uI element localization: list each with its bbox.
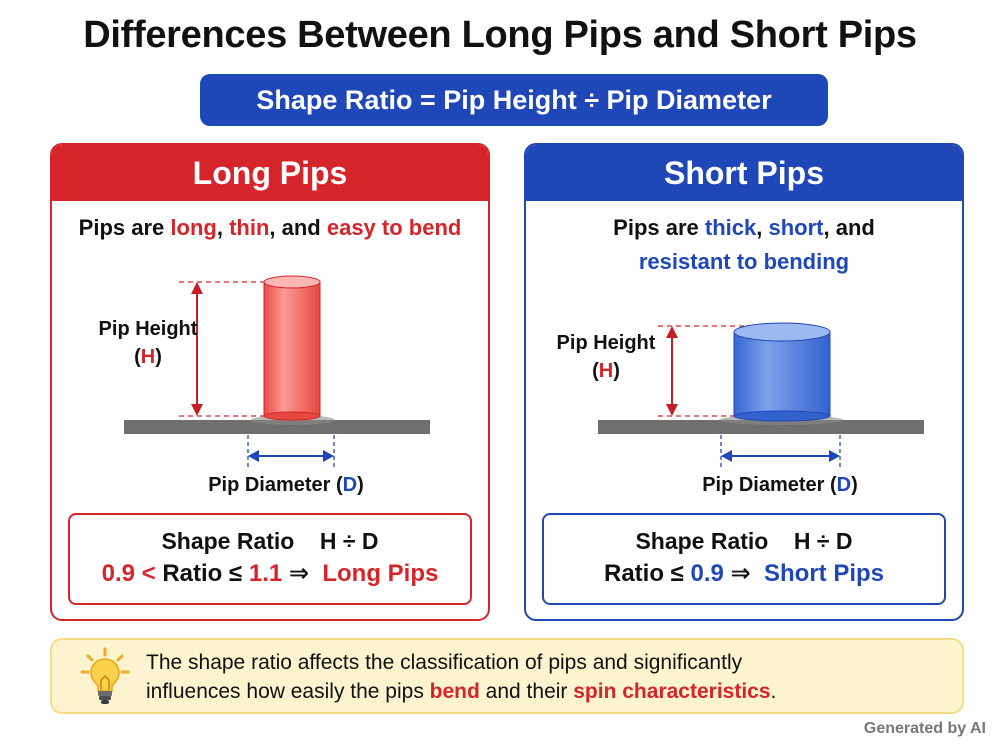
desc-text: Pips are	[613, 215, 705, 240]
short-ratio-box: Shape Ratio H ÷ D Ratio ≤ 0.9 ⇒ Short Pi…	[542, 513, 946, 605]
pip-height-text: Pip Height	[98, 318, 198, 340]
note-line-1: The shape ratio affects the classificati…	[146, 651, 743, 674]
ratio-result: Long Pips	[322, 560, 439, 587]
note-text-part: influences how easily the pips	[146, 680, 430, 703]
long-pips-panel: Long Pips Pips are long, thin, and easy …	[50, 143, 490, 621]
ratio-lower-bound: 0.9 <	[101, 560, 156, 587]
pip-diameter-label: Pip Diameter (D)	[562, 471, 962, 499]
ratio-upper-bound: 1.1	[248, 560, 283, 587]
note-line-2: influences how easily the pips bend and …	[146, 677, 946, 706]
note-highlight-spin: spin characteristics	[573, 680, 771, 703]
ratio-expression: H ÷ D	[319, 528, 379, 554]
diameter-symbol-d: D	[342, 474, 358, 496]
shape-ratio-formula: Shape Ratio H ÷ D	[544, 525, 944, 557]
info-note: The shape ratio affects the classificati…	[50, 638, 964, 714]
desc-highlight-long: long	[170, 215, 217, 240]
paren-open: (	[592, 360, 599, 382]
long-pips-description: Pips are long, thin, and easy to bend	[52, 211, 488, 245]
ratio-word: Ratio ≤	[155, 560, 249, 587]
ratio-upper-bound: 0.9	[690, 560, 724, 587]
note-text: The shape ratio affects the classificati…	[146, 648, 946, 706]
short-pips-description: Pips are thick, short, and resistant to …	[526, 211, 962, 279]
long-pips-heading: Long Pips	[52, 145, 488, 201]
pip-height-label: Pip Height (H)	[52, 315, 366, 371]
long-ratio-box: Shape Ratio H ÷ D 0.9 < Ratio ≤ 1.1 ⇒ Lo…	[68, 513, 472, 605]
formula-banner: Shape Ratio = Pip Height ÷ Pip Diameter	[200, 74, 828, 126]
lightbulb-icon	[80, 647, 130, 704]
pip-diameter-label: Pip Diameter (D)	[68, 471, 488, 499]
desc-separator: ,	[756, 215, 769, 240]
long-pips-condition: 0.9 < Ratio ≤ 1.1 ⇒ Long Pips	[70, 557, 470, 591]
desc-separator: ,	[216, 215, 230, 240]
ratio-word: Ratio ≤	[603, 560, 691, 587]
short-pip-illustration	[598, 322, 924, 467]
short-pips-panel: Short Pips Pips are thick, short, and re…	[524, 143, 964, 621]
desc-text: Pips are	[78, 215, 171, 240]
short-pips-condition: Ratio ≤ 0.9 ⇒ Short Pips	[544, 557, 944, 591]
note-highlight-bend: bend	[429, 680, 480, 703]
implies-arrow: ⇒	[282, 560, 316, 587]
short-pips-heading: Short Pips	[526, 145, 962, 201]
desc-highlight-easy-to-bend: easy to bend	[326, 215, 462, 240]
desc-highlight-thin: thin	[229, 215, 270, 240]
pip-height-symbol: (H)	[52, 343, 366, 371]
desc-separator: , and	[823, 215, 875, 240]
desc-separator: , and	[269, 215, 327, 240]
pip-height-label: Pip Height (H)	[526, 329, 824, 385]
pip-diameter-text: Pip Diameter (	[702, 474, 837, 496]
ratio-expression: H ÷ D	[793, 528, 853, 554]
note-text-part: and their	[479, 680, 574, 703]
paren-close: )	[613, 360, 620, 382]
page-title: Differences Between Long Pips and Short …	[83, 14, 917, 56]
ratio-result: Short Pips	[764, 560, 885, 587]
shape-ratio-formula: Shape Ratio H ÷ D	[70, 525, 470, 557]
ratio-title: Shape Ratio	[635, 528, 769, 554]
generated-credit: Generated by AI	[863, 720, 986, 737]
diameter-symbol-d: D	[836, 474, 852, 496]
short-pip-cylinder	[733, 331, 831, 417]
long-pip-top	[263, 275, 321, 289]
paren-close: )	[357, 474, 364, 496]
paren-open: (	[134, 346, 141, 368]
height-symbol-h: H	[140, 346, 156, 368]
rubber-base	[598, 420, 924, 434]
note-text-part: .	[770, 680, 777, 703]
paren-close: )	[851, 474, 858, 496]
ratio-title: Shape Ratio	[161, 528, 295, 554]
pip-height-symbol: (H)	[526, 357, 824, 385]
long-pip-illustration	[124, 275, 430, 467]
desc-highlight-resistant: resistant to bending	[638, 249, 850, 274]
desc-highlight-thick: thick	[704, 215, 757, 240]
short-pip-top	[733, 322, 831, 342]
height-symbol-h: H	[598, 360, 614, 382]
pip-height-text: Pip Height	[556, 332, 656, 354]
pip-diameter-text: Pip Diameter (	[208, 474, 343, 496]
implies-arrow: ⇒	[723, 560, 758, 587]
rubber-base	[124, 420, 430, 434]
desc-highlight-short: short	[768, 215, 824, 240]
paren-close: )	[155, 346, 162, 368]
